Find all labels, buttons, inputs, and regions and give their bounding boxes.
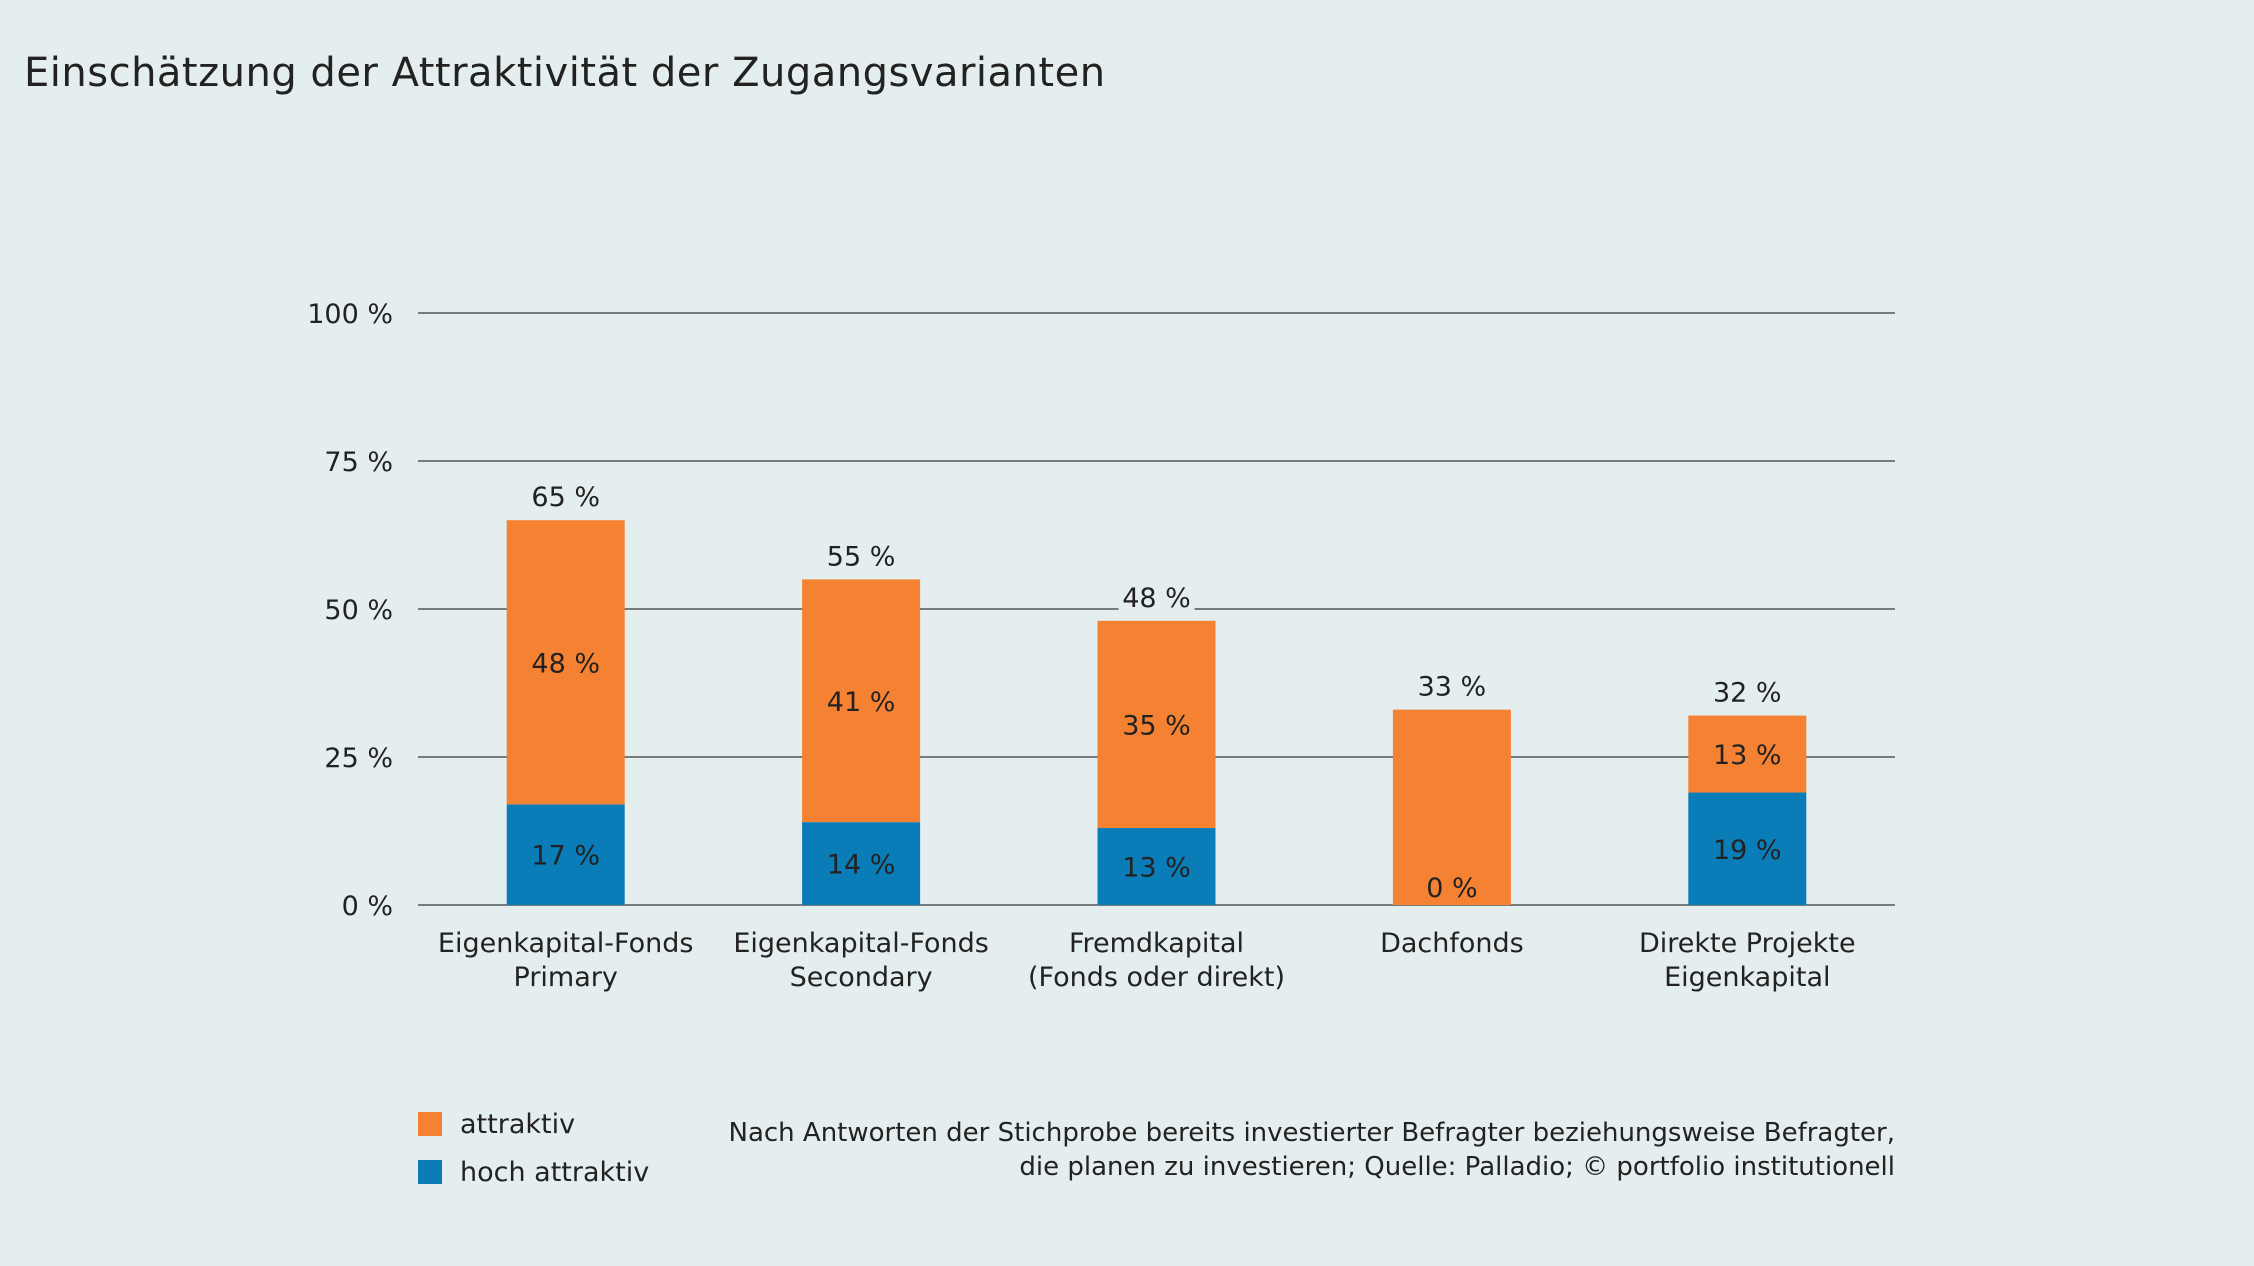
source-footnote: Nach Antworten der Stichprobe bereits in… [729,1116,1896,1184]
segment-value-label: 19 % [1713,835,1782,866]
x-tick-label: Direkte Projekte [1639,928,1856,959]
segment-value-label: 17 % [531,841,600,872]
x-tick-label: Eigenkapital-Fonds [733,928,989,959]
legend: attraktiv hoch attraktiv [418,1100,649,1196]
x-tick-label: Fremdkapital [1069,928,1244,959]
y-tick-label: 50 % [324,595,393,626]
total-value-label: 32 % [1713,678,1782,709]
segment-value-label: 13 % [1713,740,1782,771]
bar-segment-hoch-attraktiv [1097,828,1216,905]
legend-label-hoch-attraktiv: hoch attraktiv [460,1156,650,1188]
chart-title: Einschätzung der Attraktivität der Zugan… [24,50,1106,96]
bar-segment-hoch-attraktiv [506,804,625,905]
bar-segment-attraktiv [1688,715,1807,793]
legend-swatch-hoch-attraktiv [418,1160,442,1184]
footnote-line-1: Nach Antworten der Stichprobe bereits in… [728,1118,1896,1148]
bar-segment-hoch-attraktiv [1688,792,1807,905]
total-label-bg [527,480,604,515]
total-value-label: 33 % [1418,672,1487,703]
total-value-label: 55 % [827,541,896,572]
legend-item-attraktiv: attraktiv [418,1100,649,1148]
y-tick-label: 100 % [307,299,393,330]
y-tick-label: 0 % [342,891,393,922]
segment-value-label: 41 % [827,687,896,718]
legend-item-hoch-attraktiv: hoch attraktiv [418,1148,649,1196]
bar-segment-attraktiv [1097,620,1216,829]
segment-value-label: 35 % [1122,710,1191,741]
x-tick-label: (Fonds oder direkt) [1028,962,1285,993]
segment-value-label: 14 % [827,850,896,881]
x-tick-label: Primary [514,962,618,993]
bar-segment-attraktiv [1392,709,1511,905]
bar-segment-hoch-attraktiv [802,822,921,905]
bar-segment-attraktiv [802,579,921,823]
total-value-label: 65 % [531,482,600,513]
footnote-line-2: die planen zu investieren; Quelle: Palla… [1019,1152,1895,1182]
segment-value-label: 0 % [1426,873,1477,904]
x-tick-label: Dachfonds [1380,928,1524,959]
total-label-bg [1413,669,1490,704]
x-tick-label: Secondary [790,962,933,993]
legend-label-attraktiv: attraktiv [460,1108,576,1140]
bar-segment-attraktiv [506,520,625,805]
segment-value-label: 13 % [1122,853,1191,884]
x-tick-label: Eigenkapital-Fonds [438,928,694,959]
total-label-bg [1118,580,1195,615]
total-label-bg [823,539,900,574]
segment-value-label: 48 % [531,648,600,679]
total-label-bg [1709,675,1786,710]
total-value-label: 48 % [1122,583,1191,614]
y-tick-label: 75 % [324,447,393,478]
legend-swatch-attraktiv [418,1112,442,1136]
y-tick-label: 25 % [324,743,393,774]
x-tick-label: Eigenkapital [1664,962,1830,993]
